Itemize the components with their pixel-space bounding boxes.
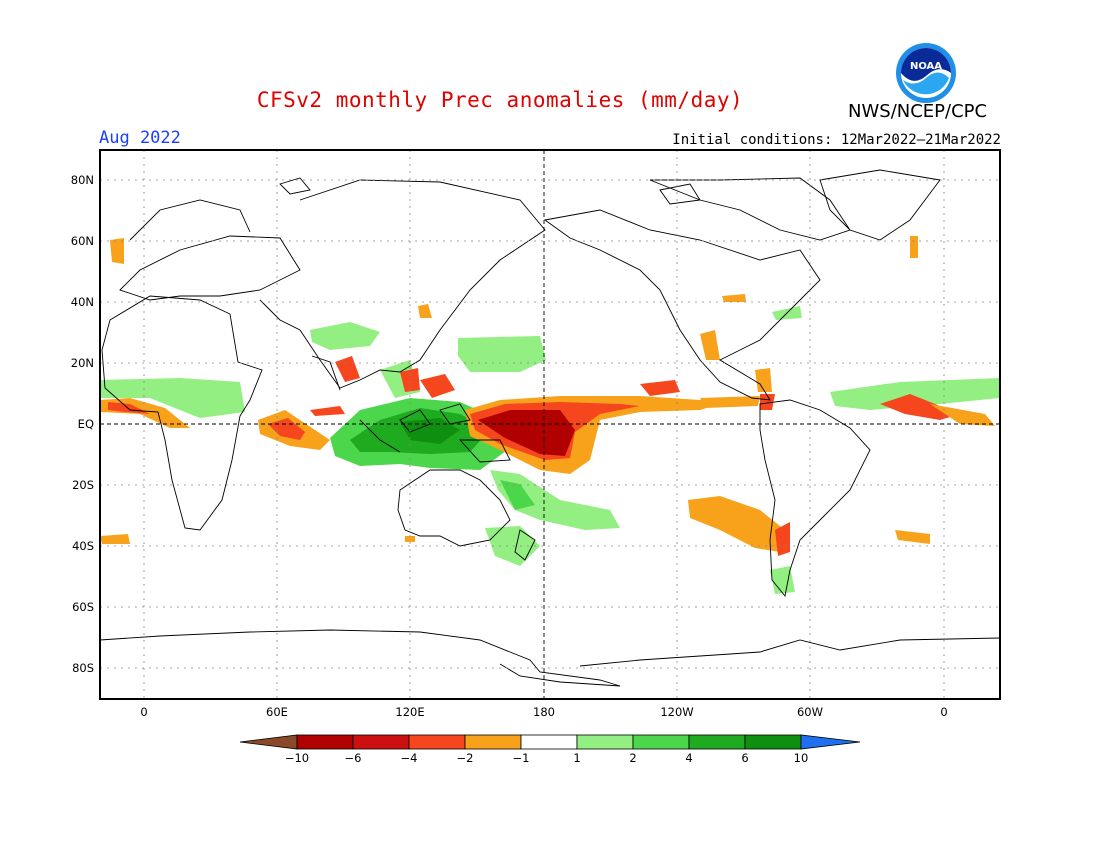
lon-label: 0 <box>140 705 147 719</box>
valid-month: Aug 2022 <box>99 128 181 148</box>
gridlines <box>100 150 1000 699</box>
lat-label: 20N <box>71 356 94 370</box>
colorbar-swatch <box>352 734 410 750</box>
lat-label: 40S <box>72 539 94 553</box>
lat-label: 40N <box>71 295 94 309</box>
map-title: CFSv2 monthly Prec anomalies (mm/day) <box>256 88 744 112</box>
colorbar-arrow-high <box>800 734 861 750</box>
lon-label: 120E <box>395 705 424 719</box>
logo-text: NOAA <box>910 61 942 72</box>
noaa-logo-icon: NOAA <box>896 43 956 103</box>
colorbar-label: −1 <box>513 751 530 765</box>
colorbar-swatch <box>632 734 690 750</box>
colorbar: −10 −6 −4 −2 −1 1 2 4 6 10 <box>239 734 861 765</box>
lat-label: 80N <box>71 173 94 187</box>
lat-label: EQ <box>78 417 94 431</box>
colorbar-swatch <box>744 734 802 750</box>
lon-label: 120W <box>660 705 693 719</box>
colorbar-swatch <box>296 734 354 750</box>
lon-axis: 0 60E 120E 180 120W 60W 0 <box>140 705 947 719</box>
colorbar-label: 1 <box>573 751 580 765</box>
reference-lines <box>100 150 1000 699</box>
lat-label: 60S <box>72 600 94 614</box>
colorbar-label: 2 <box>629 751 636 765</box>
lon-label: 60E <box>266 705 288 719</box>
coastlines <box>99 169 1001 687</box>
map-frame <box>99 149 1001 700</box>
lon-label: 180 <box>533 705 555 719</box>
colorbar-swatch <box>408 734 466 750</box>
anomaly-shading <box>100 236 1000 594</box>
colorbar-label: 10 <box>794 751 809 765</box>
colorbar-label: −4 <box>401 751 418 765</box>
colorbar-label: −6 <box>345 751 362 765</box>
lat-label: 60N <box>71 234 94 248</box>
colorbar-swatch <box>464 734 522 750</box>
lat-label: 20S <box>72 478 94 492</box>
lat-label: 80S <box>72 661 94 675</box>
colorbar-arrow-low <box>239 734 298 750</box>
lat-axis: 80N 60N 40N 20N EQ 20S 40S 60S 80S <box>71 173 94 675</box>
colorbar-swatch <box>520 734 578 750</box>
lon-label: 0 <box>940 705 947 719</box>
colorbar-label: −10 <box>285 751 309 765</box>
colorbar-label: −2 <box>457 751 474 765</box>
initial-conditions: Initial conditions: 12Mar2022–21Mar2022 <box>672 132 1001 148</box>
colorbar-label: 4 <box>685 751 692 765</box>
colorbar-label: 6 <box>741 751 748 765</box>
colorbar-swatch <box>688 734 746 750</box>
colorbar-swatch <box>576 734 634 750</box>
lon-label: 60W <box>797 705 823 719</box>
agency-label: NWS/NCEP/CPC <box>848 101 988 122</box>
